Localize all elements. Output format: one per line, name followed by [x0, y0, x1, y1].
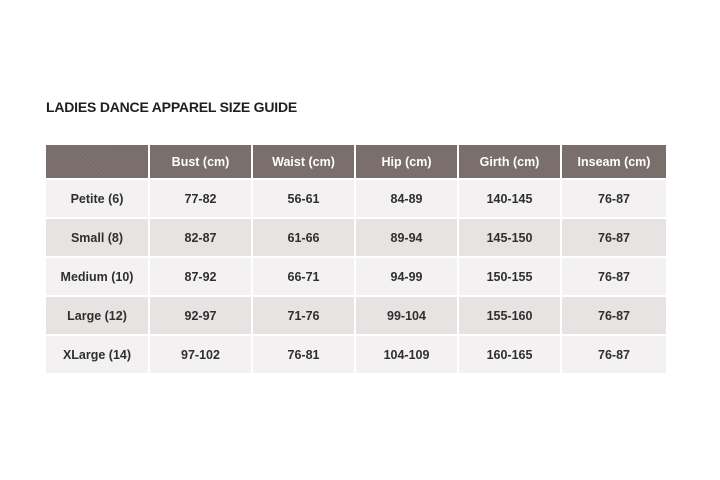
- header-inseam: Inseam (cm): [561, 145, 666, 179]
- waist-value: 76-81: [252, 334, 356, 373]
- bust-value: 82-87: [149, 217, 253, 257]
- girth-value: 150-155: [458, 256, 562, 296]
- inseam-value: 76-87: [561, 295, 666, 335]
- header-bust: Bust (cm): [149, 145, 253, 179]
- header-hip: Hip (cm): [355, 145, 459, 179]
- waist-value: 71-76: [252, 295, 356, 335]
- table-row: XLarge (14) 97-102 76-81 104-109 160-165…: [46, 334, 666, 373]
- page-title: LADIES DANCE APPAREL SIZE GUIDE: [46, 99, 298, 115]
- size-table: Bust (cm) Waist (cm) Hip (cm) Girth (cm)…: [46, 145, 666, 373]
- size-label: Large (12): [46, 295, 150, 335]
- bust-value: 97-102: [149, 334, 253, 373]
- hip-value: 89-94: [355, 217, 459, 257]
- size-label: Small (8): [46, 217, 150, 257]
- bust-value: 87-92: [149, 256, 253, 296]
- hip-value: 104-109: [355, 334, 459, 373]
- hip-value: 94-99: [355, 256, 459, 296]
- header-waist: Waist (cm): [252, 145, 356, 179]
- table-row: Large (12) 92-97 71-76 99-104 155-160 76…: [46, 295, 666, 335]
- hip-value: 99-104: [355, 295, 459, 335]
- bust-value: 77-82: [149, 178, 253, 218]
- girth-value: 160-165: [458, 334, 562, 373]
- inseam-value: 76-87: [561, 178, 666, 218]
- table-header-row: Bust (cm) Waist (cm) Hip (cm) Girth (cm)…: [46, 145, 666, 179]
- size-label: XLarge (14): [46, 334, 150, 373]
- inseam-value: 76-87: [561, 256, 666, 296]
- size-label: Medium (10): [46, 256, 150, 296]
- inseam-value: 76-87: [561, 334, 666, 373]
- table-row: Medium (10) 87-92 66-71 94-99 150-155 76…: [46, 256, 666, 296]
- waist-value: 56-61: [252, 178, 356, 218]
- header-girth: Girth (cm): [458, 145, 562, 179]
- waist-value: 66-71: [252, 256, 356, 296]
- waist-value: 61-66: [252, 217, 356, 257]
- table-row: Small (8) 82-87 61-66 89-94 145-150 76-8…: [46, 217, 666, 257]
- girth-value: 155-160: [458, 295, 562, 335]
- size-label: Petite (6): [46, 178, 150, 218]
- girth-value: 145-150: [458, 217, 562, 257]
- table-row: Petite (6) 77-82 56-61 84-89 140-145 76-…: [46, 178, 666, 218]
- header-corner-cell: [46, 145, 150, 179]
- inseam-value: 76-87: [561, 217, 666, 257]
- girth-value: 140-145: [458, 178, 562, 218]
- hip-value: 84-89: [355, 178, 459, 218]
- bust-value: 92-97: [149, 295, 253, 335]
